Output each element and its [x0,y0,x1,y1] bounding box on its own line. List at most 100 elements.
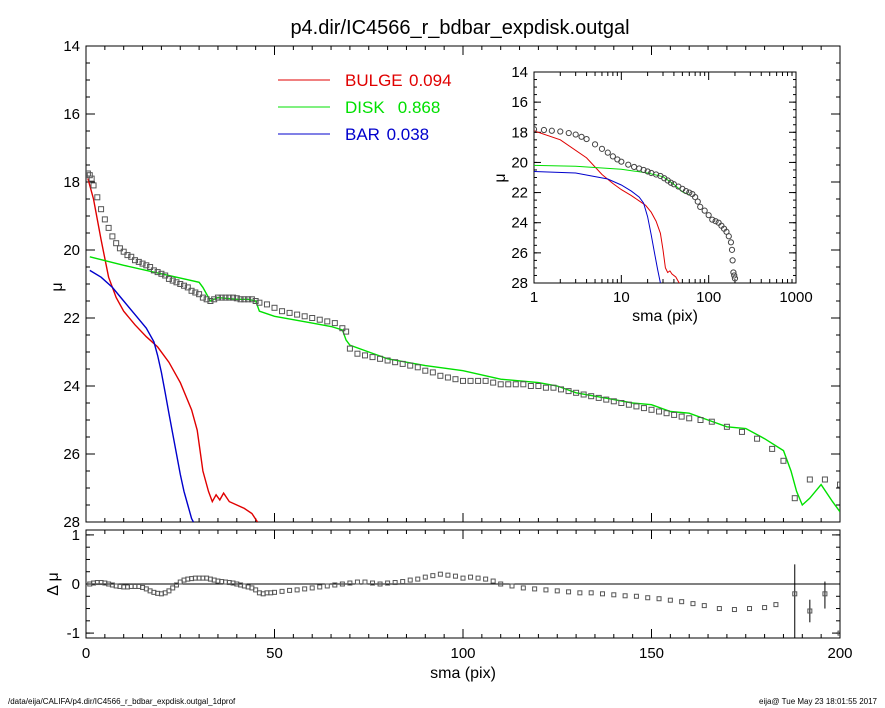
data-point [256,299,263,306]
inset-data-point [731,275,739,282]
residual-point [354,579,360,585]
residual-point [509,583,515,589]
data-point [169,277,176,284]
y-tick-label: 18 [63,174,80,191]
data-point [497,381,504,388]
residual-point [566,589,572,595]
residual-point [407,577,413,583]
data-point [723,423,730,430]
inset-data-point [709,216,716,223]
data-point [147,264,154,270]
data-point [769,445,776,452]
data-point [640,405,647,412]
inset-panel: 14 16 18 20 22 24 26 281 10 100 1000 sma (pix) μ [492,64,813,325]
residual-point [339,581,345,587]
residual-point [437,571,443,577]
data-point [113,240,120,247]
inset-y-tick-label: 14 [511,64,528,81]
inset-data-point [565,129,572,137]
data-point [128,253,135,260]
residual-point [701,603,707,609]
residual-point [294,587,300,593]
residual-point [543,587,549,593]
x-tick-label: 0 [82,645,90,662]
data-point [116,245,123,252]
data-point [177,281,184,287]
x-tick-label: 150 [639,645,664,662]
residual-point [520,585,526,591]
data-point [671,411,678,418]
residual-point [332,582,338,588]
data-point [407,362,414,369]
data-point [527,383,534,389]
data-point [633,403,640,410]
data-point [120,248,127,255]
legend-value-bar: 0.038 [387,125,430,144]
data-point [422,367,429,374]
data-point [252,298,259,304]
data-point [588,393,595,400]
inset-data-point [701,207,708,214]
inset-data-point [548,127,555,134]
data-point [98,206,105,213]
data-point [414,364,421,371]
inset-data-point [697,203,704,210]
x-axis-label: sma (pix) [430,665,496,682]
inset-data-point [692,193,699,201]
data-point [139,260,146,267]
legend-label-bulge: BULGE [345,71,403,90]
residual-point [690,601,696,607]
data-point [135,258,142,265]
data-point [237,296,244,303]
data-point [324,318,331,325]
residual-point [656,596,662,602]
inset-x-tick-label: 10 [613,289,630,306]
legend-label-bar: BAR [345,125,380,144]
data-point [263,301,270,308]
data-point [203,296,210,303]
inset-data-point [686,189,693,196]
data-point [429,369,436,376]
data-point [309,315,316,321]
y-tick-label: 14 [63,38,80,55]
data-point [154,269,161,276]
residual-point [279,588,285,594]
data-point [490,379,497,386]
data-point [105,224,112,231]
data-point [678,413,685,420]
residual-plot-area [87,564,840,638]
data-point [339,325,346,332]
residual-point [475,575,481,581]
residual-point [577,590,583,596]
inset-data-point [572,131,579,138]
data-point [452,376,459,383]
inset-data-point [534,126,538,133]
legend: BULGE 0.094 DISK 0.868 BAR 0.038 [278,71,452,144]
series-line-bulge [87,178,259,522]
residual-point [173,582,179,588]
residual-point [445,572,451,578]
data-point [603,396,610,403]
data-point [460,377,466,384]
data-point [542,384,549,391]
data-point [475,377,482,384]
inset-y-tick-label: 22 [511,185,528,202]
residual-point [347,580,353,586]
data-point [196,291,203,298]
data-point [331,320,338,327]
data-point [573,389,580,396]
data-point [88,175,95,182]
residual-point [792,591,798,597]
inset-data-point [727,239,735,246]
data-point [354,350,361,357]
inset-plot-area [534,126,739,283]
data-point [316,316,323,323]
data-point [444,374,451,381]
data-point [399,360,406,367]
inset-x-axis-label: sma (pix) [632,308,698,325]
residual-point [422,574,428,580]
data-point [343,328,350,335]
data-point [233,295,240,302]
series-line-bar [89,269,195,522]
data-point [181,282,188,289]
